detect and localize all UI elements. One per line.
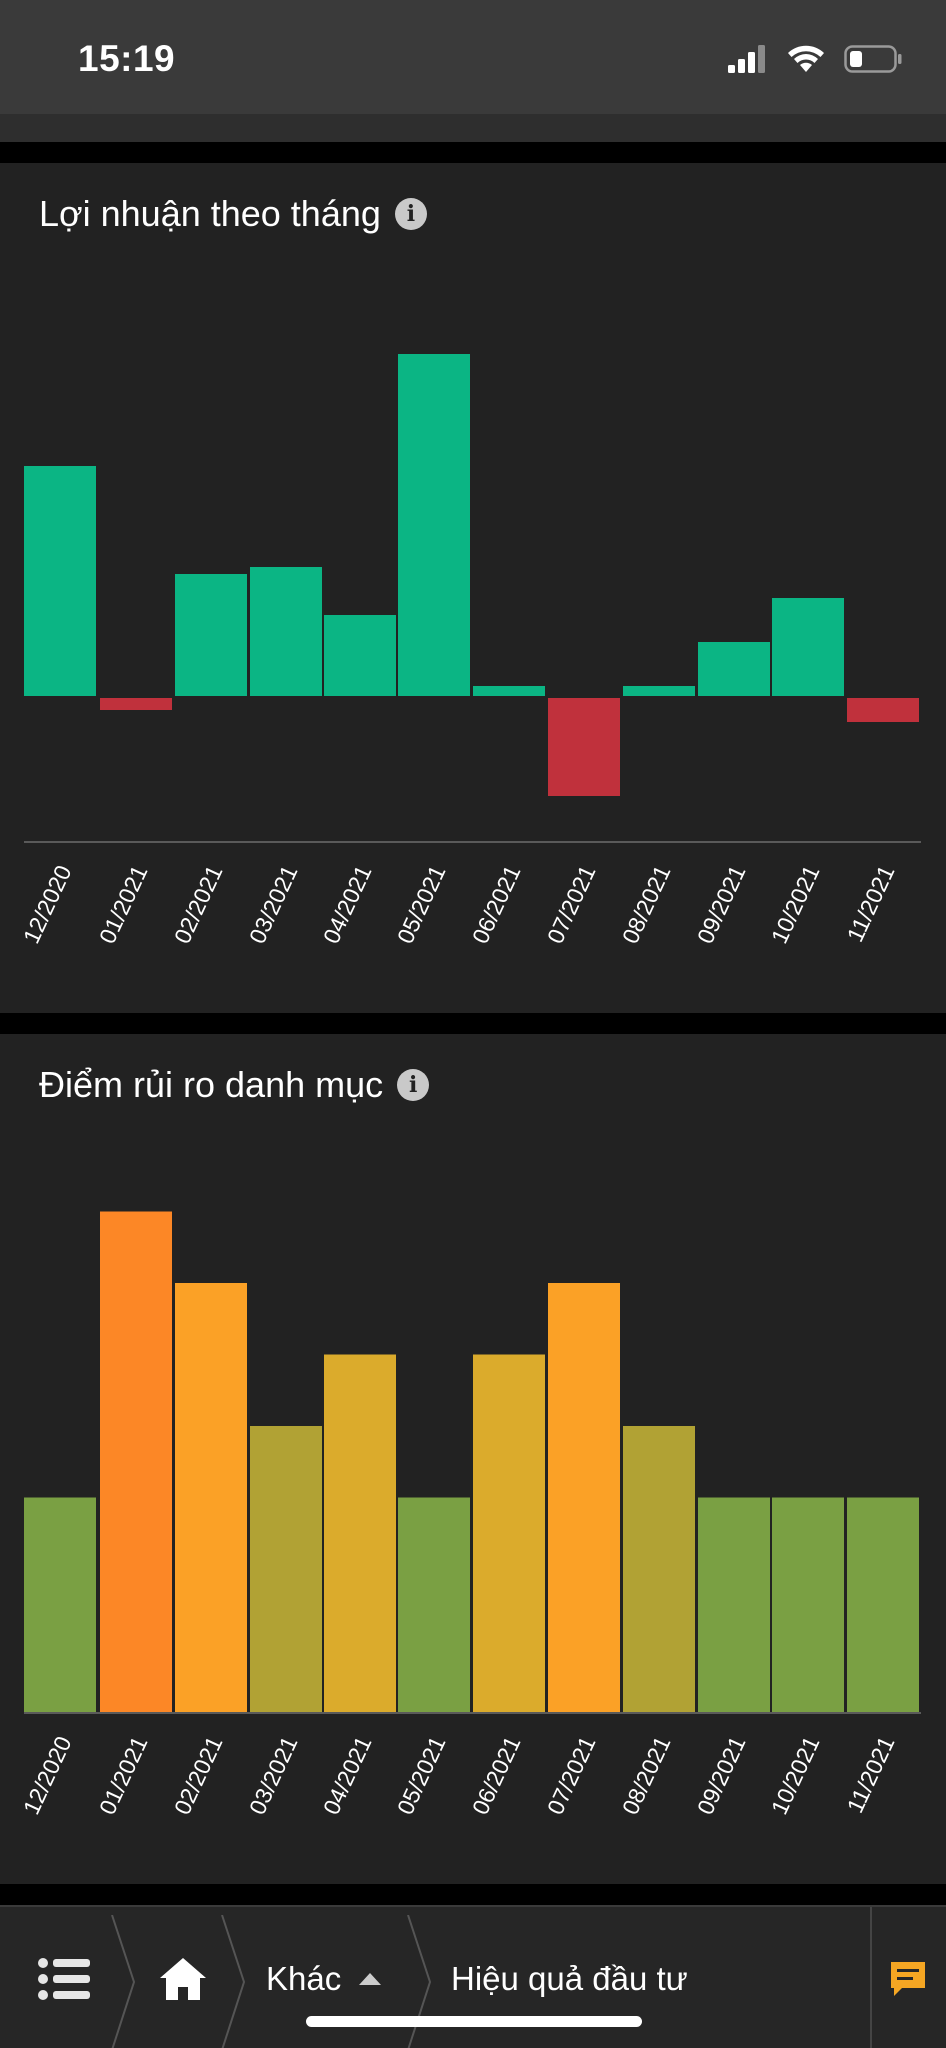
risk-bar[interactable] bbox=[100, 1211, 172, 1713]
profit-bar[interactable] bbox=[175, 574, 247, 696]
status-time: 15:19 bbox=[78, 38, 176, 79]
status-bar: 15:19 bbox=[0, 0, 946, 114]
x-tick-label: 06/2021 bbox=[467, 1732, 526, 1818]
battery-icon bbox=[844, 45, 902, 73]
current-page-breadcrumb: Hiệu quả đầu tư bbox=[451, 1907, 688, 2048]
profit-bar[interactable] bbox=[324, 615, 396, 696]
wifi-icon bbox=[788, 45, 824, 72]
x-tick-label: 04/2021 bbox=[318, 861, 377, 947]
x-tick-label: 03/2021 bbox=[244, 861, 303, 947]
x-tick-label: 03/2021 bbox=[244, 1732, 303, 1818]
risk-bar[interactable] bbox=[250, 1426, 322, 1712]
home-icon bbox=[160, 1957, 206, 2000]
home-button[interactable] bbox=[158, 1907, 208, 2048]
profit-bar[interactable] bbox=[698, 642, 770, 696]
x-tick-label: 02/2021 bbox=[169, 861, 228, 947]
x-tick-label: 08/2021 bbox=[617, 1732, 676, 1818]
profit-bar[interactable] bbox=[548, 698, 620, 796]
x-tick-label: 07/2021 bbox=[542, 1732, 601, 1818]
card-title: Điểm rủi ro danh mục bbox=[39, 1064, 384, 1105]
signal-icon bbox=[728, 45, 765, 73]
risk-bar[interactable] bbox=[24, 1497, 96, 1713]
x-tick-label: 09/2021 bbox=[692, 1732, 751, 1818]
risk-bar[interactable] bbox=[473, 1354, 545, 1713]
current-page-label: Hiệu quả đầu tư bbox=[451, 1959, 688, 1997]
portfolio-risk-card: Điểm rủi ro danh mục i 12/2020 01/2021 02/… bbox=[0, 1034, 946, 1884]
x-tick-label: 11/2021 bbox=[842, 1732, 900, 1817]
risk-bar[interactable] bbox=[175, 1283, 247, 1712]
card-title: Lợi nhuận theo tháng bbox=[39, 193, 381, 234]
x-tick-label: 10/2021 bbox=[766, 1732, 825, 1818]
profit-bar[interactable] bbox=[623, 686, 695, 696]
card-title-row: Điểm rủi ro danh mục i bbox=[39, 1064, 430, 1106]
x-tick-label: 11/2021 bbox=[842, 861, 900, 946]
profit-bar[interactable] bbox=[250, 567, 322, 696]
risk-bar[interactable] bbox=[847, 1497, 919, 1713]
profit-bar[interactable] bbox=[847, 698, 919, 722]
status-icons bbox=[728, 44, 902, 74]
x-tick-label: 08/2021 bbox=[617, 861, 676, 947]
monthly-profit-chart: 12/2020 01/2021 02/2021 03/2021 04/2021 05/20… bbox=[18, 354, 921, 947]
risk-bar[interactable] bbox=[548, 1283, 620, 1712]
home-indicator bbox=[306, 2016, 642, 2027]
breadcrumb-separator bbox=[221, 1915, 246, 2048]
risk-bar[interactable] bbox=[772, 1497, 844, 1713]
card-title-row: Lợi nhuận theo tháng i bbox=[39, 193, 427, 235]
chat-icon bbox=[891, 1961, 925, 1996]
caret-up-icon bbox=[359, 1972, 382, 1985]
menu-button[interactable] bbox=[38, 1907, 90, 2048]
risk-bar[interactable] bbox=[698, 1497, 770, 1713]
x-tick-label: 05/2021 bbox=[392, 1732, 451, 1818]
info-icon[interactable]: i bbox=[397, 1069, 430, 1101]
monthly-profit-card: Lợi nhuận theo tháng i 12/2020 01/2021 02/… bbox=[0, 163, 946, 1013]
risk-bar[interactable] bbox=[398, 1497, 470, 1713]
x-tick-label: 12/2020 bbox=[18, 1732, 77, 1818]
x-tick-label: 02/2021 bbox=[169, 1732, 228, 1818]
info-icon[interactable]: i bbox=[394, 198, 427, 230]
x-tick-label: 04/2021 bbox=[318, 1732, 377, 1818]
risk-bar[interactable] bbox=[623, 1426, 695, 1712]
x-tick-label: 01/2021 bbox=[94, 1732, 153, 1818]
x-tick-label: 07/2021 bbox=[542, 861, 601, 947]
x-tick-label: 12/2020 bbox=[18, 861, 77, 947]
chat-button[interactable] bbox=[888, 1907, 928, 2048]
x-tick-label: 09/2021 bbox=[692, 861, 751, 947]
other-menu-label: Khác bbox=[266, 1959, 342, 1997]
profit-bar[interactable] bbox=[24, 466, 96, 696]
profit-bar[interactable] bbox=[100, 698, 172, 710]
risk-bar[interactable] bbox=[324, 1354, 396, 1713]
x-tick-label: 05/2021 bbox=[392, 861, 451, 947]
profit-bar[interactable] bbox=[473, 686, 545, 696]
portfolio-risk-chart: 12/2020 01/2021 02/2021 03/2021 04/2021 05/20… bbox=[18, 1211, 921, 1818]
breadcrumb-separator bbox=[111, 1915, 136, 2048]
profit-bar[interactable] bbox=[772, 598, 844, 696]
other-menu-button[interactable]: Khác bbox=[266, 1907, 383, 2048]
list-icon bbox=[38, 1957, 90, 2000]
nav-divider bbox=[870, 1907, 872, 2048]
x-tick-label: 01/2021 bbox=[94, 861, 153, 947]
x-tick-label: 06/2021 bbox=[467, 861, 526, 947]
x-tick-label: 10/2021 bbox=[766, 861, 825, 947]
breadcrumb-separator bbox=[407, 1915, 432, 2048]
profit-bar[interactable] bbox=[398, 354, 470, 696]
header-divider bbox=[0, 114, 946, 142]
